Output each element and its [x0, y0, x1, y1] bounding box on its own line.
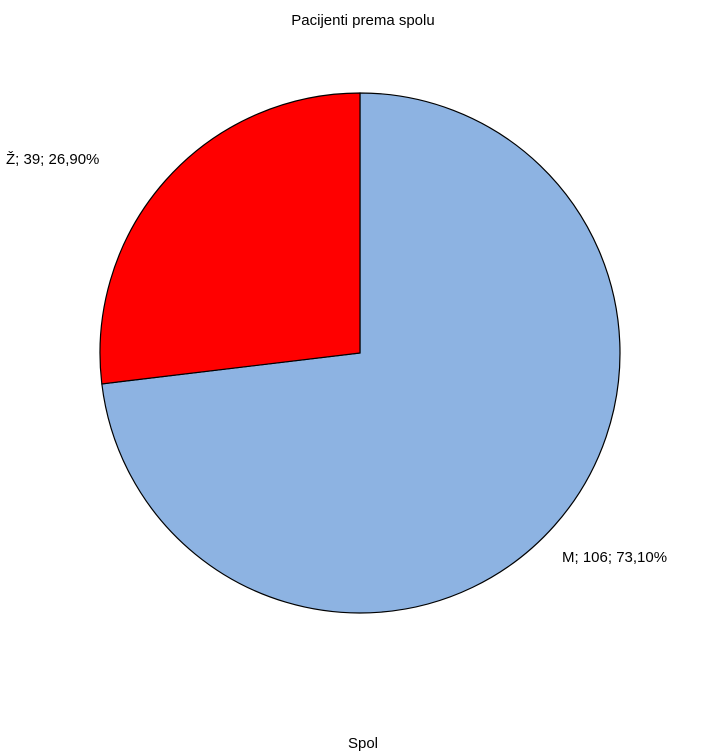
pie-slices — [99, 92, 621, 614]
pie-slice-z — [99, 92, 361, 385]
pie-slice-m — [101, 92, 621, 614]
chart-title: Pacijenti prema spolu — [291, 12, 434, 29]
slice-labels: M; 106; 73,10% Ž; 39; 26,90% — [6, 151, 667, 566]
slice-label-m: M; 106; 73,10% — [562, 549, 667, 566]
slice-label-z: Ž; 39; 26,90% — [6, 151, 99, 168]
x-axis-label: Spol — [348, 735, 378, 752]
